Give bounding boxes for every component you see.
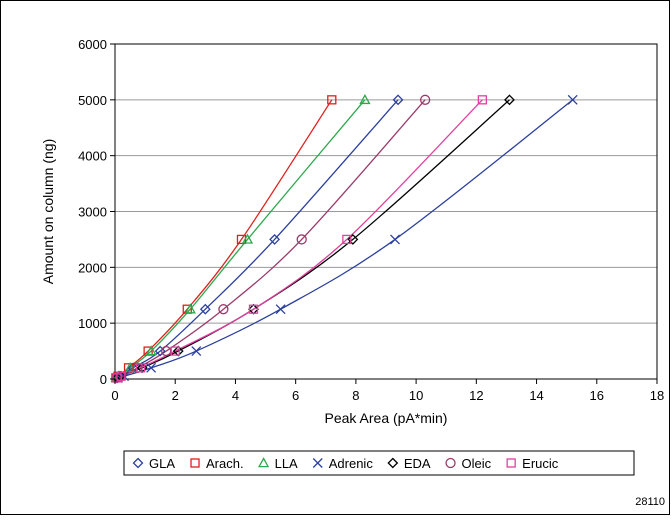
legend-entry-label: LLA (275, 456, 298, 471)
legend-entry-label: EDA (404, 456, 431, 471)
x-tick-label: 10 (409, 388, 423, 403)
legend-entry-label: Adrenic (329, 456, 374, 471)
data-point (184, 303, 196, 314)
legend-entry-label: Arach. (206, 456, 244, 471)
data-point (191, 346, 202, 357)
y-tick-label: 2000 (78, 260, 107, 275)
data-point (241, 233, 254, 244)
data-point (269, 233, 281, 245)
y-tick-label: 6000 (78, 37, 107, 52)
data-point (154, 345, 166, 357)
x-tick-label: 8 (352, 388, 359, 403)
data-point (146, 362, 157, 373)
data-point (359, 93, 371, 105)
x-tick-label: 12 (469, 388, 483, 403)
data-point (342, 234, 352, 245)
legend-marker (312, 458, 323, 468)
x-tick-label: 16 (590, 388, 604, 403)
x-tick-label: 6 (292, 388, 299, 403)
x-tick-label: 4 (232, 388, 239, 403)
data-point (296, 234, 307, 245)
y-axis-ticks: 0 1000 2000 3000 4000 5000 6000 (78, 37, 115, 387)
x-axis-ticks: 0 2 4 6 8 10 12 14 16 18 (111, 379, 664, 403)
legend-entry-label: GLA (149, 456, 175, 471)
x-tick-label: 18 (650, 388, 664, 403)
data-point (327, 95, 337, 105)
data-point (392, 94, 404, 106)
x-tick-label: 2 (172, 388, 179, 403)
data-point (145, 345, 157, 356)
legend-box (123, 450, 635, 476)
data-point (170, 346, 180, 356)
legend-marker (257, 457, 270, 468)
legend-marker (190, 458, 200, 468)
x-tick-label: 14 (529, 388, 543, 403)
y-tick-label: 0 (100, 372, 107, 387)
data-point (218, 304, 229, 315)
y-axis-label: Amount on column (ng) (40, 139, 56, 285)
data-point (135, 363, 146, 373)
legend: GLA Arach. LLA Adrenic EDA Oleic Erucic (123, 450, 635, 476)
data-point (477, 95, 488, 105)
series-line-erucic (116, 99, 483, 379)
y-tick-label: 1000 (78, 316, 107, 331)
y-tick-label: 5000 (78, 93, 107, 108)
data-point (504, 94, 515, 106)
series-line-lla (115, 99, 366, 379)
data-point (248, 304, 259, 314)
data-point (390, 234, 400, 245)
x-tick-label: 0 (111, 388, 118, 403)
data-point (347, 233, 359, 245)
legend-entry-label: Oleic (462, 456, 492, 471)
data-point (419, 94, 431, 105)
data-point (199, 303, 211, 315)
series-line-gla (116, 99, 399, 379)
legend-marker (132, 457, 144, 469)
y-tick-label: 3000 (78, 205, 107, 220)
data-point (124, 361, 136, 373)
x-axis-label: Peak Area (pA*min) (325, 410, 448, 426)
data-point (567, 94, 578, 105)
y-tick-label: 4000 (78, 149, 107, 164)
series-curves (115, 99, 574, 379)
figure-number: 28110 (635, 496, 665, 508)
series-line-arach (115, 99, 333, 379)
legend-marker (387, 457, 399, 469)
series-markers (110, 93, 578, 384)
legend-entry-label: Erucic (522, 456, 559, 471)
series-line-adrenic (117, 99, 574, 379)
data-point (275, 304, 286, 315)
legend-marker (506, 458, 516, 468)
legend-marker (445, 457, 456, 469)
data-point (116, 371, 126, 381)
